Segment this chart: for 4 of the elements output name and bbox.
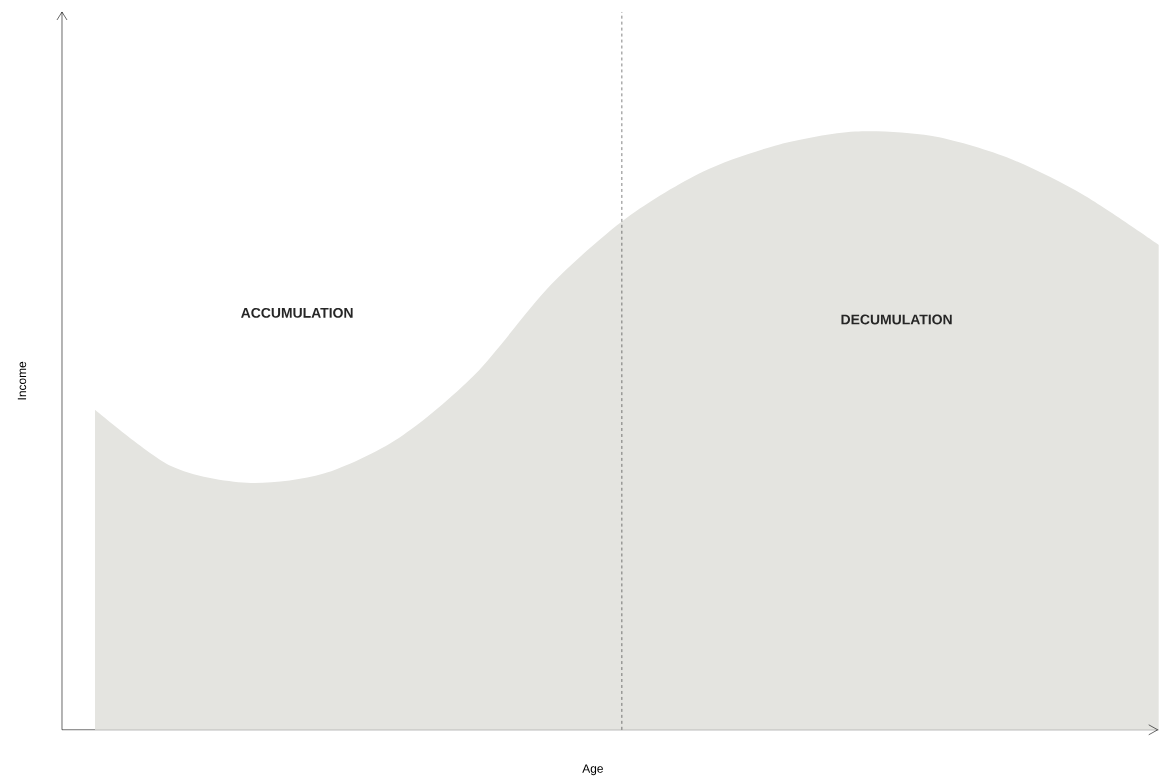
annotation: ACCUMULATION [241, 308, 353, 318]
x-axis-title: Age [582, 764, 603, 776]
annotation: DECUMULATION [841, 314, 952, 325]
y-axis-title: Income [17, 361, 27, 400]
